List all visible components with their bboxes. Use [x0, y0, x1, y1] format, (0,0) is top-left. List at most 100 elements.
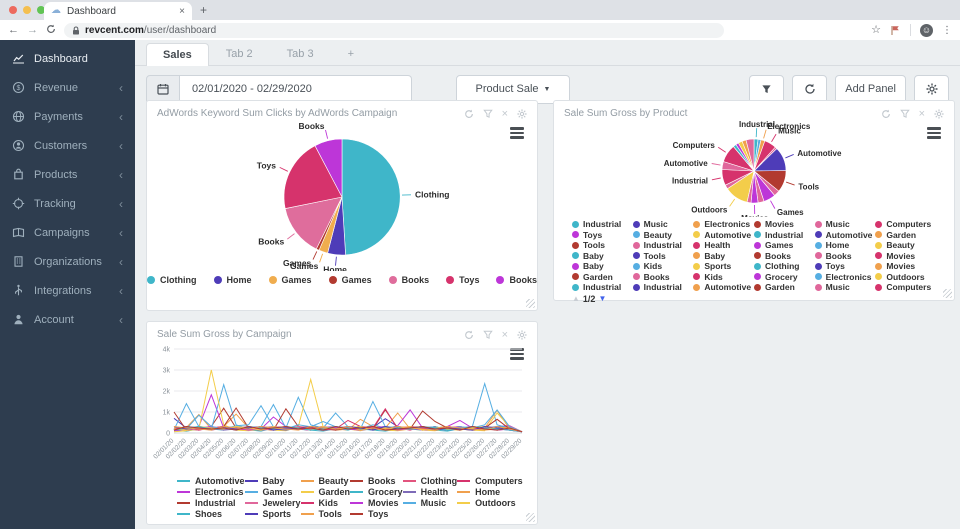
- legend-item[interactable]: Grocery: [350, 486, 403, 497]
- sidebar-item-account[interactable]: Account ‹: [0, 305, 135, 334]
- close-tab-icon[interactable]: ×: [179, 5, 185, 17]
- legend-item[interactable]: Garden: [572, 272, 633, 283]
- panel-filter-icon[interactable]: [482, 330, 493, 340]
- legend-item[interactable]: Movies: [754, 219, 815, 230]
- sidebar-item-tracking[interactable]: Tracking ‹: [0, 189, 135, 218]
- legend-item[interactable]: Automotive: [177, 475, 245, 486]
- tab-+[interactable]: +: [347, 48, 355, 60]
- legend-item[interactable]: Tools: [300, 508, 351, 519]
- legend-item[interactable]: Electronics: [693, 219, 754, 230]
- back-icon[interactable]: ←: [8, 23, 19, 36]
- legend-item[interactable]: Health: [402, 486, 458, 497]
- legend-item[interactable]: Toys: [446, 275, 479, 285]
- panel-refresh-icon[interactable]: [464, 109, 474, 119]
- sidebar-item-revenue[interactable]: $ Revenue ‹: [0, 73, 135, 102]
- calendar-button[interactable]: [146, 74, 180, 104]
- legend-item[interactable]: Music: [402, 497, 458, 508]
- legend-item[interactable]: Music: [814, 282, 876, 293]
- add-panel-button[interactable]: Add Panel: [835, 74, 906, 104]
- legend-item[interactable]: Clothing: [754, 261, 815, 272]
- legend-item[interactable]: Industrial: [572, 282, 633, 293]
- bookmark-star-icon[interactable]: ☆: [871, 23, 881, 36]
- refresh-button[interactable]: [792, 74, 828, 104]
- legend-item[interactable]: Home: [457, 486, 523, 497]
- panel-close-icon[interactable]: ×: [918, 107, 925, 120]
- panel-refresh-icon[interactable]: [464, 330, 474, 340]
- legend-item[interactable]: Books: [388, 275, 429, 285]
- chart-menu-icon[interactable]: [927, 127, 941, 141]
- legend-item[interactable]: Automotive: [693, 282, 754, 293]
- legend-item[interactable]: Kids: [693, 272, 754, 283]
- legend-item[interactable]: Movies: [875, 251, 936, 262]
- legend-item[interactable]: Electronics: [814, 272, 876, 283]
- browser-tab[interactable]: ☁ Dashboard ×: [44, 2, 192, 20]
- panel-refresh-icon[interactable]: [881, 109, 891, 119]
- legend-item[interactable]: Tools: [572, 240, 633, 251]
- browser-menu-icon[interactable]: ⋮: [942, 24, 952, 36]
- legend-item[interactable]: Books: [496, 275, 537, 285]
- panel-filter-icon[interactable]: [899, 109, 910, 119]
- legend-item[interactable]: Outdoors: [457, 497, 523, 508]
- legend-item[interactable]: Books: [632, 272, 694, 283]
- sidebar-item-products[interactable]: Products ‹: [0, 160, 135, 189]
- legend-item[interactable]: Industrial: [632, 282, 694, 293]
- legend-item[interactable]: Movies: [350, 497, 403, 508]
- profile-avatar[interactable]: ☺: [920, 23, 933, 37]
- legend-item[interactable]: Games: [328, 275, 372, 285]
- legend-page-down-icon[interactable]: ▼: [598, 294, 607, 303]
- sidebar-item-dashboard[interactable]: Dashboard: [0, 44, 135, 73]
- new-tab-button[interactable]: +: [200, 3, 208, 17]
- panel-gear-icon[interactable]: [517, 329, 527, 340]
- legend-item[interactable]: Beauty: [875, 240, 936, 251]
- metric-dropdown[interactable]: Product Sale ▼: [456, 74, 570, 104]
- legend-item[interactable]: Baby: [572, 261, 633, 272]
- legend-item[interactable]: Industrial: [177, 497, 245, 508]
- legend-item[interactable]: Automotive: [814, 230, 876, 241]
- legend-item[interactable]: Computers: [875, 282, 936, 293]
- tab-tab-2[interactable]: Tab 2: [225, 48, 253, 60]
- legend-item[interactable]: Toys: [350, 508, 403, 519]
- legend-item[interactable]: Home: [213, 275, 252, 285]
- tab-tab-3[interactable]: Tab 3: [286, 48, 314, 60]
- filter-button[interactable]: [749, 74, 785, 104]
- line-series-toys[interactable]: [173, 425, 523, 433]
- legend-item[interactable]: Baby: [572, 251, 633, 262]
- legend-item[interactable]: Kids: [300, 497, 351, 508]
- legend-item[interactable]: Sports: [244, 508, 301, 519]
- legend-item[interactable]: Baby: [244, 475, 301, 486]
- legend-page-up-icon[interactable]: ▲: [572, 294, 580, 303]
- legend-item[interactable]: Computers: [875, 219, 936, 230]
- pie-slice[interactable]: [284, 196, 343, 250]
- legend-item[interactable]: Kids: [632, 261, 694, 272]
- legend-item[interactable]: Clothing: [147, 275, 197, 285]
- legend-item[interactable]: Books: [754, 251, 815, 262]
- reload-icon[interactable]: [46, 24, 56, 37]
- legend-item[interactable]: Industrial: [572, 219, 633, 230]
- flag-extension-icon[interactable]: [890, 25, 901, 36]
- date-range-input[interactable]: [180, 74, 412, 104]
- pie-slice[interactable]: [745, 138, 755, 172]
- legend-item[interactable]: Computers: [457, 475, 523, 486]
- legend-item[interactable]: Garden: [300, 486, 350, 497]
- pie-slice[interactable]: [341, 138, 401, 256]
- pie-slice[interactable]: [283, 145, 343, 209]
- sidebar-item-payments[interactable]: Payments ‹: [0, 102, 135, 131]
- panel-gear-icon[interactable]: [517, 108, 527, 119]
- legend-item[interactable]: Industrial: [754, 230, 815, 241]
- panel-close-icon[interactable]: ×: [501, 328, 508, 341]
- legend-item[interactable]: Health: [693, 240, 754, 251]
- maximize-window-button[interactable]: [37, 6, 45, 14]
- legend-item[interactable]: Garden: [875, 230, 936, 241]
- panel-filter-icon[interactable]: [482, 109, 493, 119]
- legend-item[interactable]: Toys: [572, 230, 633, 241]
- chart-menu-icon[interactable]: [510, 127, 524, 141]
- line-series-tools[interactable]: [173, 425, 523, 433]
- legend-item[interactable]: Industrial: [632, 240, 694, 251]
- legend-item[interactable]: Games: [754, 240, 815, 251]
- minimize-window-button[interactable]: [23, 6, 31, 14]
- pie-slice[interactable]: [314, 138, 343, 198]
- legend-item[interactable]: Games: [268, 275, 312, 285]
- legend-item[interactable]: Beauty: [300, 475, 351, 486]
- legend-item[interactable]: Home: [814, 240, 876, 251]
- legend-item[interactable]: Baby: [693, 251, 754, 262]
